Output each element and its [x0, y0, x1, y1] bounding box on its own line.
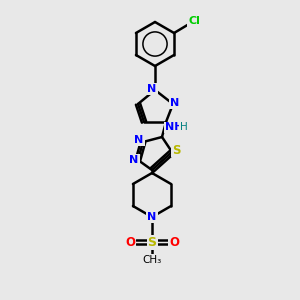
Text: S: S [172, 143, 180, 157]
Text: S: S [148, 236, 157, 248]
Text: O: O [125, 236, 135, 248]
Text: H: H [180, 122, 188, 133]
Text: N: N [129, 155, 139, 165]
Text: N: N [147, 212, 157, 222]
Text: N: N [170, 98, 180, 108]
Text: N: N [147, 84, 157, 94]
Text: O: O [169, 236, 179, 248]
Text: Cl: Cl [188, 16, 200, 26]
Text: CH₃: CH₃ [142, 255, 162, 265]
Text: N: N [134, 135, 144, 145]
Text: NH: NH [165, 122, 183, 133]
